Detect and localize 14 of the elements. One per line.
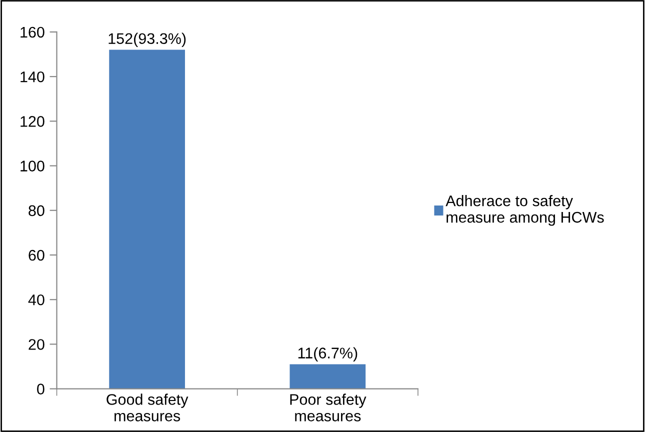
y-tick-label: 80 xyxy=(28,205,44,216)
y-tick-label: 100 xyxy=(20,160,44,172)
data-label: 152(93.3%) xyxy=(108,32,186,48)
y-tick-label: 40 xyxy=(28,294,44,306)
y-tick-label: 60 xyxy=(28,250,44,261)
data-label: 11(6.7%) xyxy=(298,347,358,362)
y-tick-label: 20 xyxy=(28,339,44,350)
x-tick-label: Good safety measures xyxy=(106,394,188,422)
x-tick-label: Poor safety measures xyxy=(290,394,366,422)
y-tick-label: 120 xyxy=(20,116,44,127)
legend-label: Adherace to safety measure among HCWs xyxy=(446,195,604,226)
y-tick-label: 140 xyxy=(20,71,44,82)
y-tick-label: 160 xyxy=(20,26,44,38)
y-tick-label: 0 xyxy=(37,384,44,394)
